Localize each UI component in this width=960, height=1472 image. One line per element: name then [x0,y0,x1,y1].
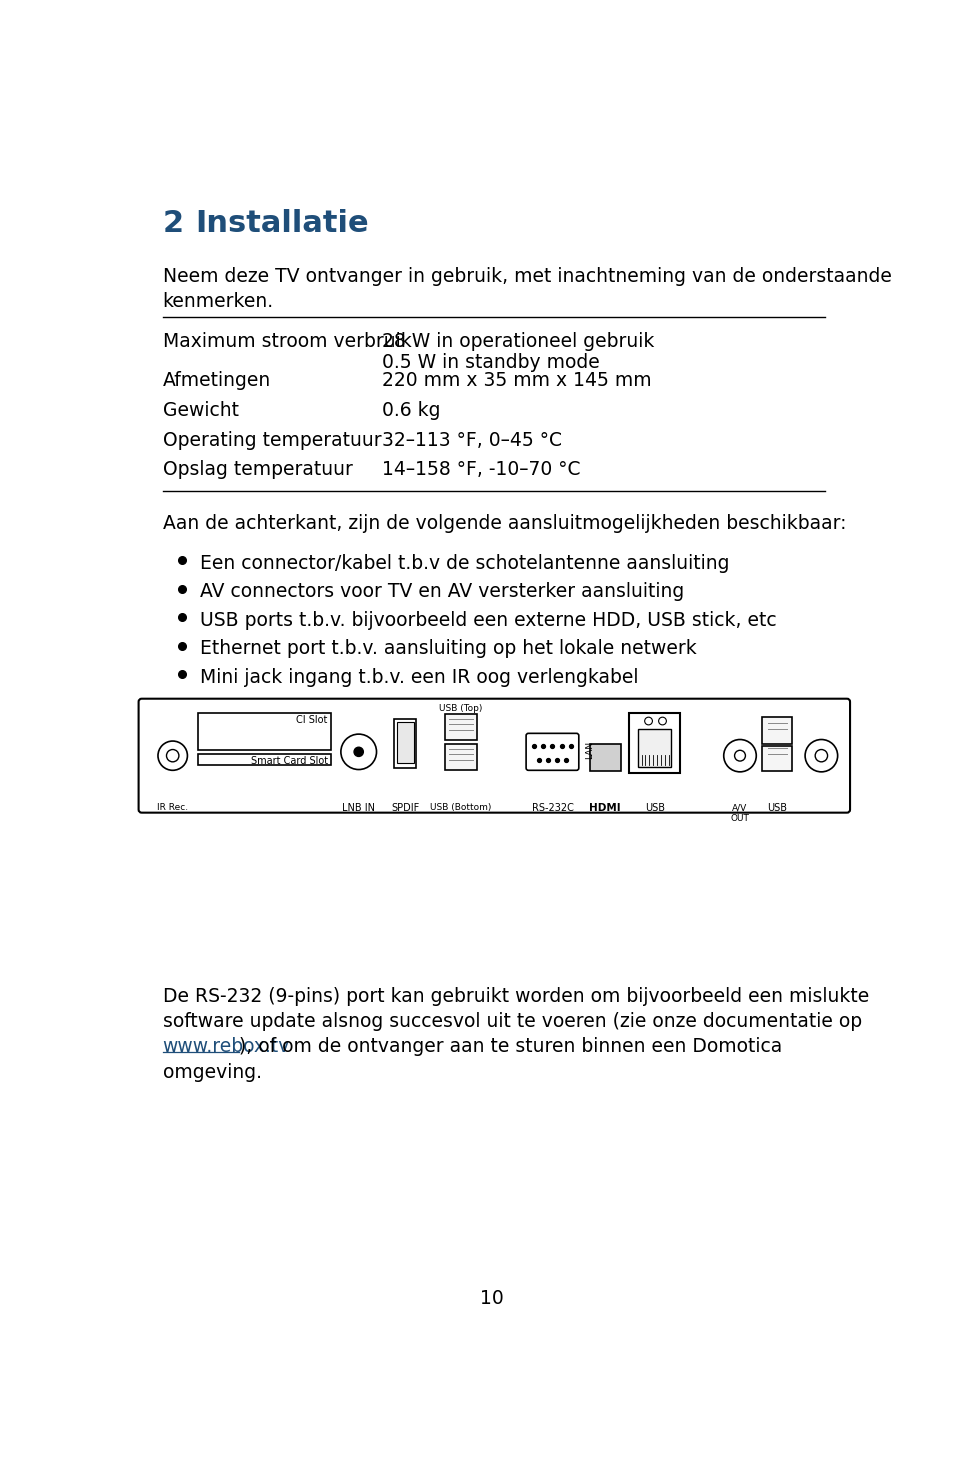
Text: 0.5 W in standby mode: 0.5 W in standby mode [382,353,600,372]
Bar [638,729,671,767]
Text: Aan de achterkant, zijn de volgende aansluitmogelijkheden beschikbaar:: Aan de achterkant, zijn de volgende aans… [162,514,846,533]
Text: De RS-232 (9-pins) port kan gebruikt worden om bijvoorbeeld een mislukte: De RS-232 (9-pins) port kan gebruikt wor… [162,986,869,1005]
Text: Mini jack ingang t.b.v. een IR oog verlengkabel: Mini jack ingang t.b.v. een IR oog verle… [200,668,638,687]
Text: USB ports t.b.v. bijvoorbeeld een externe HDD, USB stick, etc: USB ports t.b.v. bijvoorbeeld een extern… [200,611,777,630]
Text: Installatie: Installatie [195,209,369,238]
Text: Gewicht: Gewicht [162,402,239,421]
Text: Neem deze TV ontvanger in gebruik, met inachtneming van de onderstaande: Neem deze TV ontvanger in gebruik, met i… [162,268,892,287]
Circle shape [354,748,363,757]
Bar [762,717,792,745]
Text: USB: USB [767,804,787,814]
Text: ), of om de ontvanger aan te sturen binnen een Domotica: ), of om de ontvanger aan te sturen binn… [239,1038,781,1057]
FancyBboxPatch shape [138,699,850,813]
Bar [629,714,681,773]
Text: 220 mm x 35 mm x 145 mm: 220 mm x 35 mm x 145 mm [382,371,652,390]
Text: 32–113 °F, 0–45 °C: 32–113 °F, 0–45 °C [382,431,562,450]
Text: software update alsnog succesvol uit te voeren (zie onze documentatie op: software update alsnog succesvol uit te … [162,1013,862,1030]
Text: www.rebox.tv: www.rebox.tv [162,1038,290,1057]
Text: omgeving.: omgeving. [162,1063,262,1082]
Text: 10: 10 [480,1289,504,1309]
Text: IR Rec.: IR Rec. [157,804,188,813]
Text: 14–158 °F, -10–70 °C: 14–158 °F, -10–70 °C [382,461,581,478]
Text: HDMI: HDMI [589,804,621,814]
Text: Ethernet port t.b.v. aansluiting op het lokale netwerk: Ethernet port t.b.v. aansluiting op het … [200,639,697,658]
Bar [589,745,621,771]
Text: LAN: LAN [586,740,594,758]
Text: Smart Card Slot: Smart Card Slot [251,755,327,765]
Bar [198,714,331,749]
Text: Maximum stroom verbruik: Maximum stroom verbruik [162,333,412,352]
Bar [762,746,792,771]
FancyBboxPatch shape [526,733,579,770]
Text: USB (Bottom): USB (Bottom) [430,804,492,813]
Text: Opslag temperatuur: Opslag temperatuur [162,461,352,478]
Text: 0.6 kg: 0.6 kg [382,402,441,421]
Text: Operating temperatuur: Operating temperatuur [162,431,381,450]
Text: SPDIF: SPDIF [391,804,420,814]
Text: Afmetingen: Afmetingen [162,371,271,390]
Bar [395,718,416,768]
Text: USB: USB [645,804,664,814]
Bar [444,745,477,770]
Text: USB (Top): USB (Top) [440,704,483,712]
Text: 2: 2 [162,209,183,238]
Text: CI Slot: CI Slot [297,715,327,724]
Bar [444,714,477,740]
Text: kenmerken.: kenmerken. [162,291,274,311]
Text: A/V
OUT: A/V OUT [731,804,750,823]
Bar [198,754,331,765]
Bar [396,721,414,764]
Text: AV connectors voor TV en AV versterker aansluiting: AV connectors voor TV en AV versterker a… [200,583,684,602]
Text: 28 W in operationeel gebruik: 28 W in operationeel gebruik [382,333,655,352]
Text: RS-232C: RS-232C [532,804,573,814]
Text: LNB IN: LNB IN [342,804,375,814]
Text: Een connector/kabel t.b.v de schotelantenne aansluiting: Een connector/kabel t.b.v de schotelante… [200,553,730,573]
